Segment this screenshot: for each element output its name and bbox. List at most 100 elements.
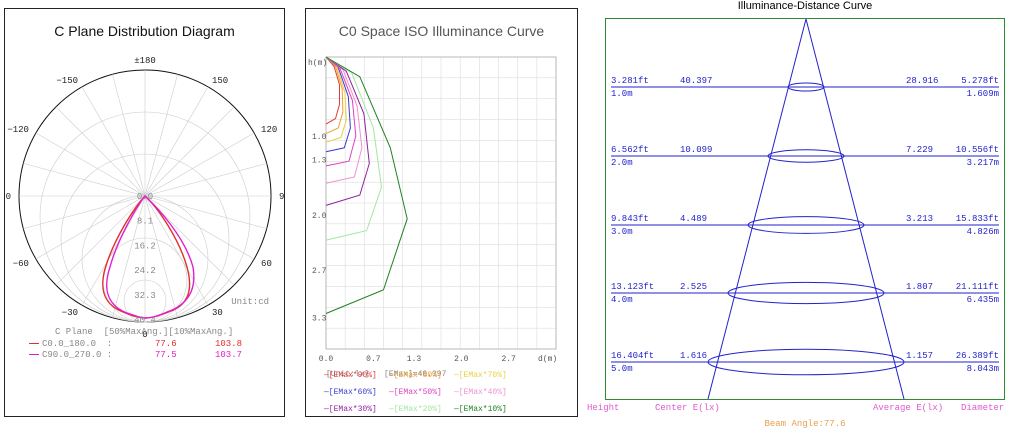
c-plane-panel: C Plane Distribution Diagram ±180 −150 150…: [4, 8, 285, 417]
row-height-ft: 13.123ft: [611, 282, 654, 292]
row-diameter-ft: 15.833ft: [956, 214, 999, 224]
legend-name: C90.0_270.0 :: [42, 350, 113, 360]
polar-angle-label: 60: [261, 259, 272, 269]
polar-spoke: [144, 132, 255, 197]
legend-50-value: 77.6: [155, 339, 177, 349]
row-height-ft: 9.843ft: [611, 214, 649, 224]
polar-legend: C0.0_180.0 : 77.6 103.8 C90.0_270.0 : 77.5 10…: [29, 339, 269, 361]
iso-y-tick: 2.0: [312, 212, 327, 221]
iso-curve-emax-30pct: [325, 56, 370, 206]
row-center-lux: 40.397: [680, 76, 712, 86]
iso-y-axis-name: h(m): [308, 59, 327, 68]
iso-labels: 1.0 1.3 2.0 2.7 3.3 0.0 0.7 1.3 2.0 2.7: [312, 133, 516, 364]
polar-unit: Unit:cd: [231, 297, 269, 307]
row-diameter-m: 3.217m: [967, 158, 999, 168]
iso-x-tick: 2.7: [501, 355, 516, 364]
row-average-lux: 1.157: [906, 351, 933, 361]
polar-legend-row: C0.0_180.0 : 77.6 103.8: [29, 339, 269, 350]
iso-legend-item: —[EMax*30%]: [324, 405, 377, 414]
row-diameter-m: 6.435m: [967, 295, 999, 305]
row-average-lux: 7.229: [906, 145, 933, 155]
polar-spoke: [55, 195, 146, 286]
iso-x-tick: 0.0: [319, 355, 334, 364]
iso-curve-emax-50pct: [325, 56, 357, 167]
row-average-lux: 28.916: [906, 76, 938, 86]
illum-distance-panel: 3.281ft 1.0m 40.397 28.916 5.278ft 1.609m 6.56…: [605, 18, 1005, 400]
iso-legend-item: —[EMax*60%]: [324, 388, 377, 397]
polar-curve-c90: [106, 194, 195, 319]
row-height-m: 1.0m: [611, 89, 633, 99]
polar-spoke: [23, 195, 146, 229]
iso-curve-emax-10pct: [325, 56, 408, 314]
cone-right-edge: [805, 19, 905, 399]
row-diameter-ft: 26.389ft: [956, 351, 999, 361]
c-plane-title: C Plane Distribution Diagram: [54, 23, 235, 39]
polar-spoke: [144, 106, 235, 197]
diameter-axis-label: Diameter: [961, 403, 1005, 413]
row-diameter-m: 4.826m: [967, 227, 999, 237]
beam-ellipse: [787, 82, 825, 92]
iso-x-axis-name: d(m): [538, 355, 557, 364]
iso-curve-emax-80pct: [325, 56, 344, 135]
cone-left-edge: [707, 19, 807, 399]
polar-angle-label: 30: [212, 308, 223, 318]
polar-grid: [18, 69, 272, 323]
row-center-lux: 4.489: [680, 214, 707, 224]
polar-angle-label: −30: [62, 308, 78, 318]
polar-spoke: [23, 163, 146, 197]
iso-legend-item: —[EMax*90%]: [324, 371, 377, 380]
beam-ellipse: [767, 149, 845, 163]
iso-legend-item: —[EMax*40%]: [454, 388, 507, 397]
legend-swatch: [29, 354, 39, 356]
polar-spoke: [144, 86, 209, 197]
row-center-lux: 1.616: [680, 351, 707, 361]
iso-y-tick: 1.0: [312, 133, 327, 142]
iso-y-tick: 1.3: [312, 157, 327, 166]
iso-unit: [Unit:lx]: [326, 370, 369, 379]
row-height-ft: 6.562ft: [611, 145, 649, 155]
row-center-lux: 2.525: [680, 282, 707, 292]
iso-curve-panel: C0 Space ISO Illuminance Curve 1.0 1.3 2.0…: [305, 8, 578, 417]
polar-radial-label: 0.0: [137, 192, 153, 202]
iso-curves: [325, 56, 408, 314]
row-diameter-ft: 10.556ft: [956, 145, 999, 155]
polar-legend-header: C Plane [50%MaxAng.][10%MaxAng.]: [55, 327, 234, 337]
polar-radial-label: 8.1: [137, 217, 153, 227]
polar-angle-label: −150: [56, 76, 78, 86]
iso-title: C0 Space ISO Illuminance Curve: [338, 23, 545, 39]
polar-radial-label: 32.3: [134, 291, 156, 301]
polar-angle-label: −120: [7, 125, 29, 135]
row-average-lux: 1.807: [906, 282, 933, 292]
polar-labels: ±180 −150 150 −120 120 −90 90 −60 60 −30 30 0 0.0 8.1…: [5, 56, 284, 340]
iso-legend-item: —[EMax*80%]: [389, 371, 442, 380]
beam-angle: Beam Angle:77.6: [764, 419, 846, 429]
polar-spoke: [144, 195, 178, 318]
legend-name: C0.0_180.0 :: [42, 339, 113, 349]
iso-emax: [EMax]=40.397: [384, 370, 447, 379]
iso-x-tick: 1.3: [407, 355, 422, 364]
polar-spoke: [144, 195, 209, 306]
illum-distance-title: Illuminance-Distance Curve: [737, 0, 873, 12]
iso-frame: [325, 56, 557, 350]
iso-curve-emax-20pct: [325, 56, 383, 241]
polar-angle-label: −60: [13, 259, 29, 269]
polar-angle-label: 90: [279, 192, 284, 202]
row-height-ft: 3.281ft: [611, 76, 649, 86]
polar-radial-label: 24.2: [134, 266, 156, 276]
row-diameter-m: 8.043m: [967, 364, 999, 374]
beam-ellipse: [727, 281, 885, 305]
legend-10-value: 103.7: [215, 350, 243, 360]
legend-50-value: 77.5: [155, 350, 177, 360]
polar-angle-label: 120: [261, 125, 277, 135]
iso-legend-item: —[EMax*50%]: [389, 388, 442, 397]
iso-legend-item: —[EMax*20%]: [389, 405, 442, 414]
row-center-lux: 10.099: [680, 145, 712, 155]
center-axis-label: Center E(lx): [655, 403, 720, 413]
polar-legend-row: C90.0_270.0 : 77.5 103.7: [29, 350, 269, 361]
polar-spoke: [144, 163, 267, 197]
polar-spoke: [55, 106, 146, 197]
iso-curve-emax-40pct: [325, 56, 363, 184]
iso-x-tick: 0.7: [366, 355, 381, 364]
iso-legend-item: —[EMax*70%]: [454, 371, 507, 380]
height-axis-label: Height: [587, 403, 620, 413]
